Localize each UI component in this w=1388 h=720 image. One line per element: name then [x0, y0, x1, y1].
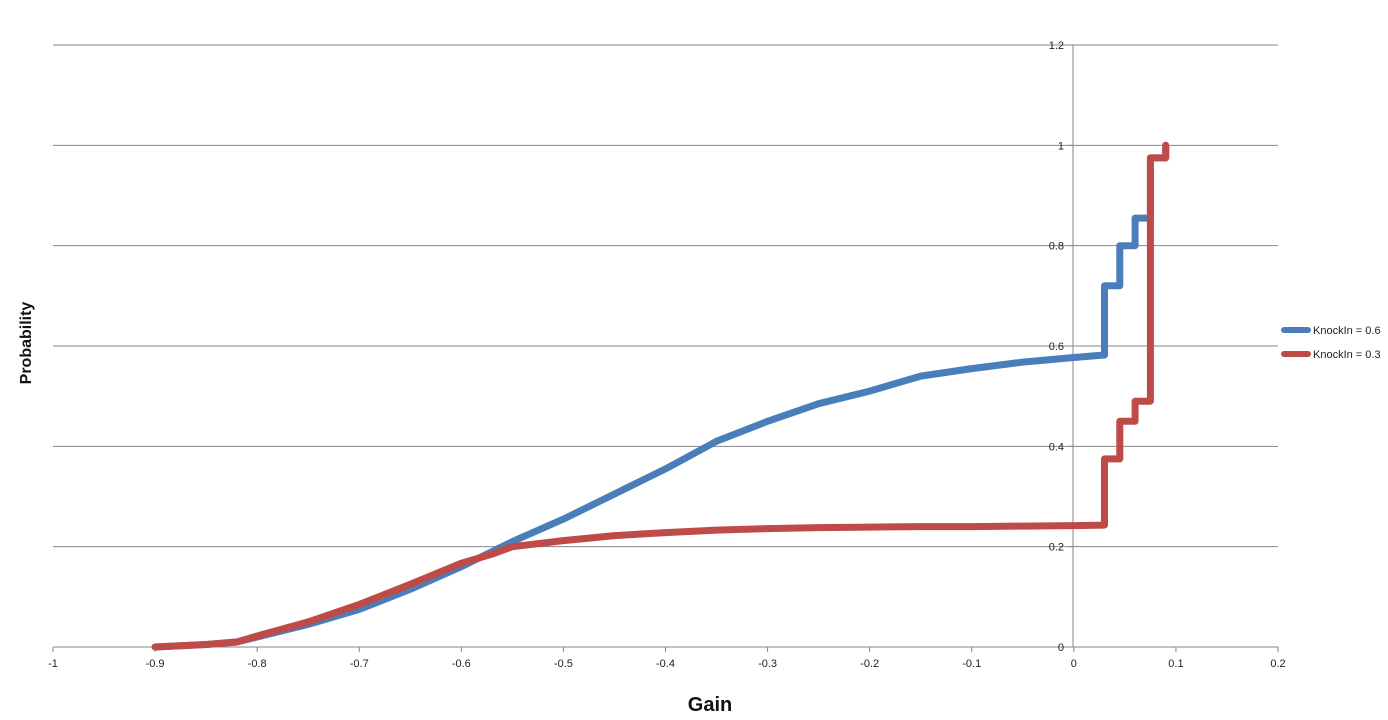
y-tick-label-3: 0.6	[1049, 341, 1064, 353]
x-tick-label-2: -0.8	[248, 658, 267, 670]
y-tick-label-6: 1.2	[1049, 40, 1064, 52]
axes	[52, 44, 1279, 652]
series-line-1	[151, 141, 1170, 651]
y-tick-label-1: 0.2	[1049, 542, 1064, 554]
y-tick-label-2: 0.4	[1049, 441, 1064, 453]
x-tick-label-5: -0.5	[554, 658, 573, 670]
x-tick-label-4: -0.6	[452, 658, 471, 670]
x-tick-label-7: -0.3	[758, 658, 777, 670]
legend-label-0: KnockIn = 0.6	[1313, 325, 1381, 337]
y-tick-label-4: 0.8	[1049, 241, 1064, 253]
x-tick-label-9: -0.1	[962, 658, 981, 670]
y-tick-label-0: 0	[1058, 642, 1064, 654]
x-tick-label-1: -0.9	[146, 658, 165, 670]
x-tick-label-12: 0.2	[1270, 658, 1285, 670]
x-tick-label-3: -0.7	[350, 658, 369, 670]
y-tick-label-5: 1	[1058, 140, 1064, 152]
plot-area	[151, 141, 1170, 651]
x-tick-label-10: 0	[1071, 658, 1077, 670]
legend: KnockIn = 0.6 KnockIn = 0.3	[1281, 325, 1381, 361]
x-tick-label-11: 0.1	[1168, 658, 1183, 670]
tick-labels: -1 -0.9 -0.8 -0.7 -0.6 -0.5 -0.4 -0.3 -0.2 -0.1 0 0…	[48, 40, 1286, 670]
x-tick-label-6: -0.4	[656, 658, 675, 670]
x-tick-label-0: -1	[48, 658, 58, 670]
x-tick-label-8: -0.2	[860, 658, 879, 670]
legend-label-1: KnockIn = 0.3	[1313, 349, 1381, 361]
y-axis-title: Probability	[18, 302, 35, 385]
series-line-0	[151, 141, 1170, 651]
x-axis-title: Gain	[688, 694, 732, 716]
gridlines	[53, 44, 1278, 548]
